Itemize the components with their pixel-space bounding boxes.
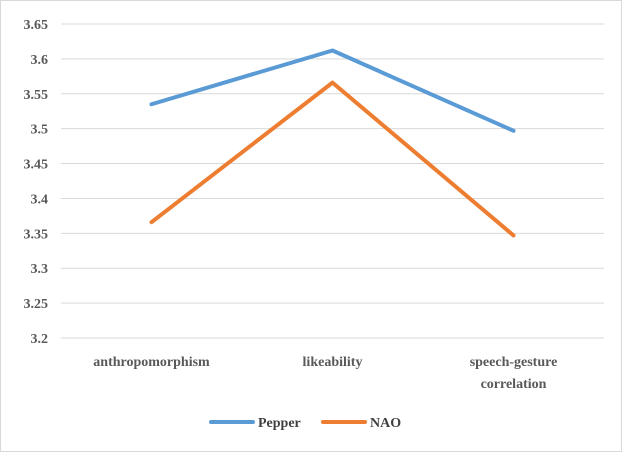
x-category-label: anthropomorphism: [93, 355, 210, 370]
x-axis-categories: anthropomorphism likeability speech-gestur…: [93, 355, 557, 392]
y-tick-label: 3.45: [24, 158, 49, 173]
legend-label: NAO: [370, 416, 401, 431]
y-tick-label: 3.55: [24, 88, 49, 103]
y-tick-label: 3.6: [31, 53, 49, 68]
y-tick-label: 3.35: [24, 227, 49, 242]
x-category-label: speech-gesture correlation: [470, 355, 558, 392]
gridlines: [61, 23, 604, 339]
series-lines: [149, 48, 516, 238]
y-tick-label: 3.65: [24, 18, 49, 33]
y-tick-label: 3.3: [31, 262, 49, 277]
x-category-label: likeability: [303, 355, 363, 370]
series-line-pepper: [149, 48, 516, 133]
legend-label: Pepper: [258, 416, 301, 431]
y-axis-ticks: 3.2 3.25 3.3 3.35 3.4 3.45 3.5 3.55 3.6 3.65: [24, 18, 49, 347]
y-tick-label: 3.25: [24, 297, 49, 312]
y-tick-label: 3.4: [31, 192, 49, 207]
series-line-nao: [149, 80, 516, 238]
y-tick-label: 3.2: [31, 332, 49, 347]
legend: Pepper NAO: [209, 416, 401, 431]
y-tick-label: 3.5: [31, 123, 49, 138]
